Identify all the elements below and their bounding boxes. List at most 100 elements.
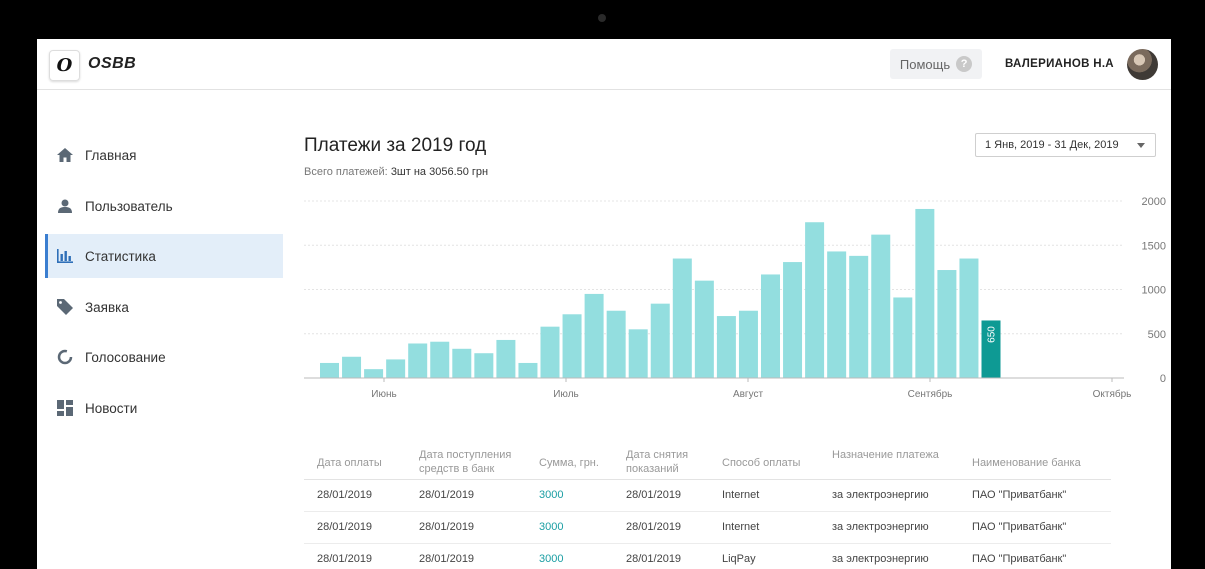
table-header-cell: Дата снятия показаний xyxy=(626,449,689,475)
table-cell: 28/01/2019 xyxy=(419,521,475,533)
table-header: Дата оплаты Дата поступления средств в ба… xyxy=(304,444,1111,480)
table-header-cell: Дата оплаты xyxy=(317,457,382,469)
table-row[interactable]: 28/01/2019 28/01/2019 3000 28/01/2019 Intern… xyxy=(304,480,1111,512)
sidebar-item-label: Заявка xyxy=(85,299,129,315)
summary-value: 3шт на 3056.50 грн xyxy=(390,166,489,178)
table-row[interactable]: 28/01/2019 28/01/2019 3000 28/01/2019 LiqPay… xyxy=(304,544,1111,569)
chart-bar xyxy=(606,310,626,378)
chart-bar xyxy=(562,314,582,378)
tag-icon xyxy=(57,299,73,315)
payments-chart-svg: 0 500 1000 1500 2000 650 Июнь Июль Август Сентябр… xyxy=(304,196,1166,400)
table-cell: за электроэнергию xyxy=(832,521,929,533)
chart-bar xyxy=(650,303,670,378)
sidebar-item-label: Главная xyxy=(85,147,137,163)
amount-link[interactable]: 3000 xyxy=(539,521,564,533)
help-button[interactable]: Помощь ? xyxy=(890,49,982,79)
app-name[interactable]: OSBB xyxy=(88,55,137,72)
sidebar-item-user[interactable]: Пользователь xyxy=(45,184,280,228)
sidebar-item-voting[interactable]: Голосование xyxy=(45,335,280,379)
chart-bar xyxy=(761,274,780,378)
chart-bar xyxy=(518,362,538,378)
help-label: Помощь xyxy=(899,56,951,72)
y-tick-label: 1500 xyxy=(1142,240,1166,252)
table-header-cell: Способ оплаты xyxy=(722,457,801,469)
chart-bar xyxy=(738,310,758,378)
chart-bar xyxy=(474,353,494,378)
chart-bar xyxy=(937,270,957,378)
chart-bar xyxy=(716,316,736,378)
dashboard-icon xyxy=(57,400,73,416)
table-cell: ПАО "Приватбанк" xyxy=(972,521,1067,533)
bar-chart-icon xyxy=(57,248,73,264)
chart-bar xyxy=(430,341,450,378)
table-cell: 28/01/2019 xyxy=(317,553,373,565)
payments-table: Дата оплаты Дата поступления средств в ба… xyxy=(304,444,1111,569)
y-tick-label: 2000 xyxy=(1142,196,1166,208)
y-tick-label: 500 xyxy=(1148,329,1166,341)
chart-bar xyxy=(805,222,825,378)
amount-link[interactable]: 3000 xyxy=(539,489,564,501)
chart-bar xyxy=(342,356,362,378)
avatar[interactable] xyxy=(1127,49,1158,80)
chart-bar xyxy=(849,255,869,378)
chart-bar xyxy=(584,293,604,378)
payments-summary: Всего платежей: 3шт на 3056.50 грн xyxy=(304,166,488,178)
table-cell: 28/01/2019 xyxy=(626,553,682,565)
chart-bar xyxy=(871,234,891,378)
table-cell: 28/01/2019 xyxy=(626,521,682,533)
top-bar: O OSBB Помощь ? ВАЛЕРИАНОВ Н.А xyxy=(37,39,1171,90)
date-range-select[interactable]: 1 Янв, 2019 - 31 Дек, 2019 xyxy=(975,133,1156,157)
question-icon: ? xyxy=(956,56,973,72)
camera-dot xyxy=(598,14,606,22)
table-cell: Internet xyxy=(722,489,760,501)
table-cell: за электроэнергию xyxy=(832,553,929,565)
table-cell: 28/01/2019 xyxy=(626,489,682,501)
chart-bar xyxy=(893,297,913,378)
chart-bar xyxy=(496,339,516,378)
table-cell: LiqPay xyxy=(722,553,756,565)
table-cell: 28/01/2019 xyxy=(419,553,475,565)
date-range-value: 1 Янв, 2019 - 31 Дек, 2019 xyxy=(985,139,1119,151)
sidebar-item-request[interactable]: Заявка xyxy=(45,285,280,329)
sidebar-item-statistics[interactable]: Статистика xyxy=(45,234,283,278)
sidebar-item-news[interactable]: Новости xyxy=(45,386,280,430)
sidebar: Главная Пользователь Статистика Заявка Г… xyxy=(37,89,283,569)
chart-bar xyxy=(386,359,406,378)
logo-icon[interactable]: O xyxy=(49,50,80,81)
home-icon xyxy=(57,147,73,163)
page-title: Платежи за 2019 год xyxy=(304,135,487,156)
x-tick-label: Июль xyxy=(553,389,579,400)
chart-bar xyxy=(452,348,472,378)
sidebar-item-label: Новости xyxy=(85,400,138,416)
table-cell: 28/01/2019 xyxy=(419,489,475,501)
app-window: O OSBB Помощь ? ВАЛЕРИАНОВ Н.А Главная П… xyxy=(37,39,1171,569)
sidebar-item-label: Пользователь xyxy=(85,198,173,214)
table-cell: Internet xyxy=(722,521,760,533)
table-cell: 28/01/2019 xyxy=(317,521,373,533)
chart-bar xyxy=(783,262,803,378)
chart-bar xyxy=(540,326,560,378)
user-icon xyxy=(57,198,73,214)
chart-bar xyxy=(827,251,847,378)
amount-link[interactable]: 3000 xyxy=(539,553,564,565)
sidebar-item-label: Статистика xyxy=(85,248,156,264)
chart-bar xyxy=(628,329,648,378)
payments-chart: 0 500 1000 1500 2000 650 Июнь Июль Август Сентябр… xyxy=(304,179,1171,409)
table-header-cell: Сумма, грн. xyxy=(539,457,599,469)
user-name[interactable]: ВАЛЕРИАНОВ Н.А xyxy=(1005,58,1114,70)
table-cell: за электроэнергию xyxy=(832,489,929,501)
chart-bar xyxy=(915,208,935,378)
x-tick-label: Сентябрь xyxy=(908,388,953,400)
logo-letter: O xyxy=(56,55,73,76)
table-body: 28/01/2019 28/01/2019 3000 28/01/2019 Intern… xyxy=(304,480,1111,569)
sidebar-item-label: Голосование xyxy=(85,349,166,365)
chart-bar xyxy=(672,258,692,378)
x-tick-label: Октябрь xyxy=(1093,388,1132,400)
table-row[interactable]: 28/01/2019 28/01/2019 3000 28/01/2019 Intern… xyxy=(304,512,1111,544)
main-content: Платежи за 2019 год Всего платежей: 3шт … xyxy=(304,89,1171,569)
sidebar-item-home[interactable]: Главная xyxy=(45,133,280,177)
y-tick-label: 1000 xyxy=(1142,285,1166,297)
x-tick-label: Август xyxy=(733,389,764,400)
chart-bar xyxy=(364,369,384,378)
y-tick-label: 0 xyxy=(1160,373,1166,385)
